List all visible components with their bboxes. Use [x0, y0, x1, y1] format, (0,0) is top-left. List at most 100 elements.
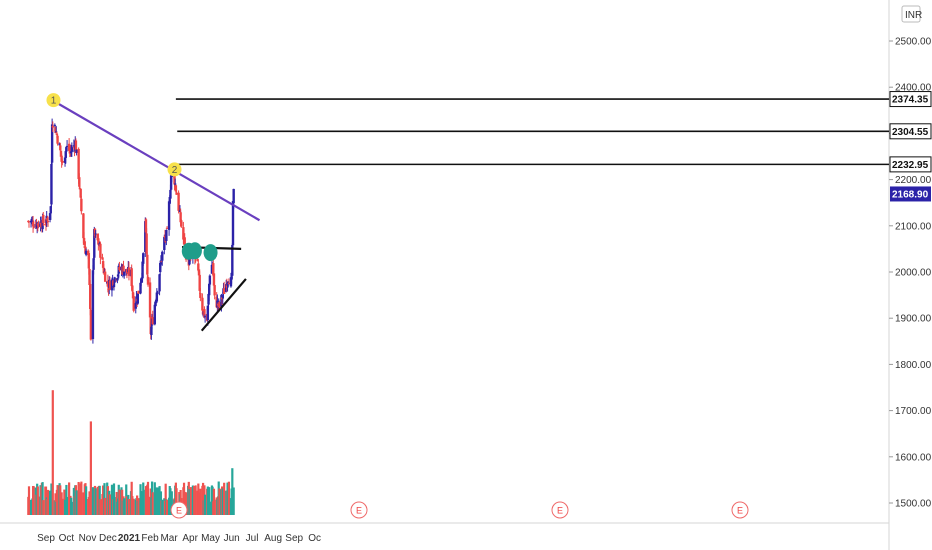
volume-bar: [201, 482, 205, 515]
volume-bar: [27, 486, 31, 515]
candle-body: [169, 189, 172, 199]
volume-bar: [199, 488, 202, 515]
candle-body: [156, 291, 159, 295]
candle-body: [59, 150, 63, 157]
candle-body: [160, 261, 163, 263]
volume-bar: [89, 421, 92, 515]
time-tick-label: May: [201, 533, 220, 544]
candle-body: [182, 227, 185, 240]
price-level-tag: [889, 123, 932, 140]
candle-body: [82, 213, 85, 239]
volume-bar: [227, 481, 231, 515]
price-level-label: 2304.55: [892, 127, 929, 138]
candle-body: [82, 237, 86, 245]
price-level-tag: [889, 156, 932, 173]
candle-body: [151, 317, 154, 325]
volume-bar: [68, 482, 71, 515]
candle-body: [126, 272, 129, 274]
candle-body: [77, 148, 80, 180]
candle-body: [231, 244, 234, 276]
candle-body: [111, 279, 114, 282]
volume-bar: [175, 488, 178, 515]
time-tick-label: Feb: [141, 533, 159, 544]
candle-body: [175, 192, 178, 195]
candle-body: [63, 157, 67, 163]
candle-body: [79, 188, 82, 198]
candle-body: [64, 151, 67, 159]
time-tick-label: 2021: [118, 533, 141, 544]
neckline-touch-marker: [203, 244, 218, 262]
candle-body: [89, 309, 93, 340]
candle-body: [131, 293, 135, 299]
candle-body: [159, 262, 162, 273]
candle-body: [132, 296, 135, 311]
price-tick-label: 2400.00: [895, 83, 932, 94]
candle-body: [141, 261, 144, 279]
candle-body: [161, 251, 164, 261]
candle-body: [101, 261, 105, 268]
candle-body: [89, 283, 92, 310]
candle-body: [54, 126, 57, 134]
candle-body: [206, 305, 210, 320]
currency-box: [901, 5, 921, 23]
volume-bar: [127, 498, 131, 515]
volume-bar: [208, 501, 211, 515]
candle-body: [74, 140, 78, 153]
time-tick-label: Oc: [308, 533, 321, 544]
pattern-high-label: 2: [172, 165, 178, 176]
candle-body: [140, 278, 143, 283]
earnings-marker: [731, 501, 749, 519]
volume-bar: [32, 486, 35, 515]
candle-body: [87, 253, 91, 269]
candle-body: [84, 250, 88, 255]
time-tick-label: Mar: [160, 533, 178, 544]
candle-body: [93, 228, 97, 236]
candle-body: [88, 268, 91, 286]
candle-body: [165, 227, 169, 229]
volume-bar: [77, 481, 80, 515]
candle-body: [96, 233, 99, 241]
time-tick-label: Sep: [37, 533, 55, 544]
candle-body: [139, 282, 142, 294]
candle-body: [125, 268, 129, 274]
neckline-touch-marker: [187, 242, 202, 260]
candle-body: [65, 145, 69, 147]
volume-bar: [142, 482, 145, 515]
candle-body: [51, 125, 54, 128]
candle-body: [49, 206, 52, 214]
candle-body: [173, 173, 176, 185]
candle-body: [207, 293, 210, 305]
price-tick-label: 2500.00: [895, 37, 932, 48]
candle-body: [46, 218, 49, 221]
candle-body: [144, 219, 148, 233]
candle-body: [53, 124, 57, 126]
volume-bar: [108, 494, 112, 515]
candle-body: [84, 246, 87, 254]
candle-body: [113, 277, 116, 283]
candle-body: [27, 221, 31, 223]
candle-body: [44, 223, 48, 225]
candle-body: [107, 289, 110, 291]
candle-body: [78, 188, 82, 190]
price-level-label: 2232.95: [892, 160, 929, 171]
candle-body: [149, 316, 152, 335]
candle-body: [118, 266, 121, 271]
time-tick-label: Nov: [79, 533, 97, 544]
price-level-label: 2374.35: [892, 95, 929, 106]
pattern-high-marker: [46, 93, 61, 108]
pattern-high-label: 1: [51, 96, 57, 107]
candle-body: [94, 233, 97, 235]
candle-body: [210, 264, 214, 274]
candle-body: [69, 148, 72, 152]
volume-bar: [99, 499, 102, 515]
candle-body: [199, 292, 202, 298]
price-tick-label: 1700.00: [895, 406, 932, 417]
volume-bar: [151, 492, 154, 515]
volume-bar: [42, 500, 45, 515]
candle-body: [136, 293, 139, 304]
candle-body: [188, 259, 191, 265]
volume-bar: [191, 485, 194, 515]
candle-body: [221, 295, 224, 298]
